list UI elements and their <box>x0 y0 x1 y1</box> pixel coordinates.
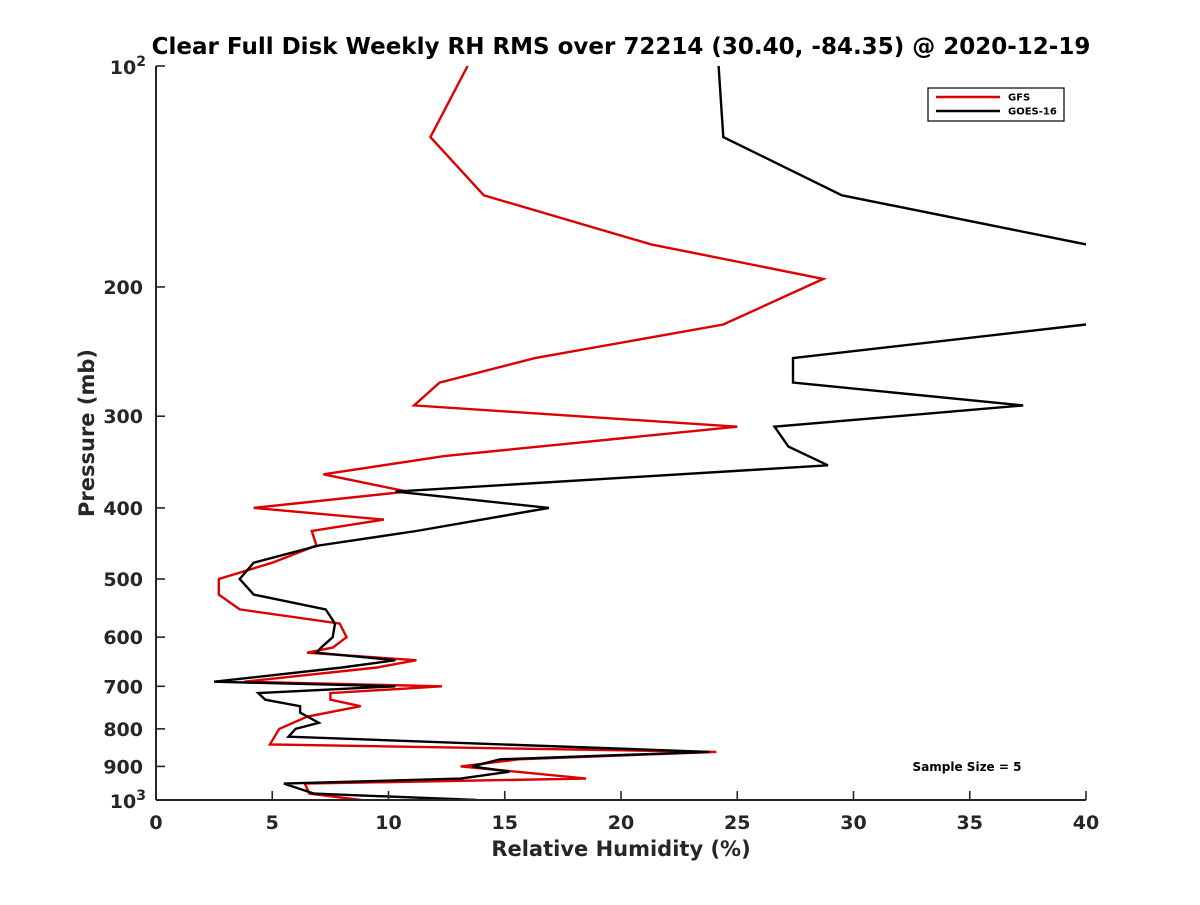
x-tick-label: 30 <box>840 812 866 834</box>
plot-area: 0 5 10 15 20 25 30 35 40 102 200 300 400 500 600 700 800… <box>103 54 1099 834</box>
y-tick-label: 600 <box>103 627 143 649</box>
y-tick-label: 200 <box>103 277 143 299</box>
y-tick-label: 900 <box>103 756 143 778</box>
legend-label-gfs: GFS <box>1008 93 1030 104</box>
x-tick-label: 40 <box>1073 812 1099 834</box>
y-axis-label: Pressure (mb) <box>75 349 99 517</box>
legend: GFS GOES-16 <box>927 87 1065 122</box>
x-tick-label: 25 <box>724 812 750 834</box>
y-tick-label: 500 <box>103 569 143 591</box>
series-line-goes-16-1 <box>213 323 1086 800</box>
series-line-goes-16-0 <box>717 66 1086 246</box>
legend-label-goes-16: GOES-16 <box>1008 107 1057 118</box>
x-tick-label: 35 <box>957 812 983 834</box>
x-tick-label: 5 <box>266 812 279 834</box>
sample-size-annotation: Sample Size = 5 <box>913 760 1022 774</box>
x-tick-label: 10 <box>375 812 401 834</box>
y-tick-label: 400 <box>103 498 143 520</box>
y-tick-label: 300 <box>103 406 143 428</box>
y-tick-label: 103 <box>110 788 146 813</box>
x-tick-label: 0 <box>149 812 162 834</box>
y-tick-label: 800 <box>103 719 143 741</box>
legend-box <box>927 87 1065 122</box>
x-tick-label: 20 <box>608 812 634 834</box>
y-tick-label: 700 <box>103 676 143 698</box>
x-axis-label: Relative Humidity (%) <box>491 837 750 861</box>
y-tick-label: 102 <box>110 54 146 79</box>
chart-title: Clear Full Disk Weekly RH RMS over 72214… <box>152 34 1091 60</box>
x-tick-label: 15 <box>492 812 518 834</box>
